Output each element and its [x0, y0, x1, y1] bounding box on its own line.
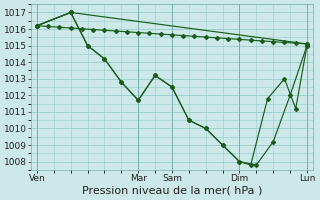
- X-axis label: Pression niveau de la mer( hPa ): Pression niveau de la mer( hPa ): [82, 186, 262, 196]
